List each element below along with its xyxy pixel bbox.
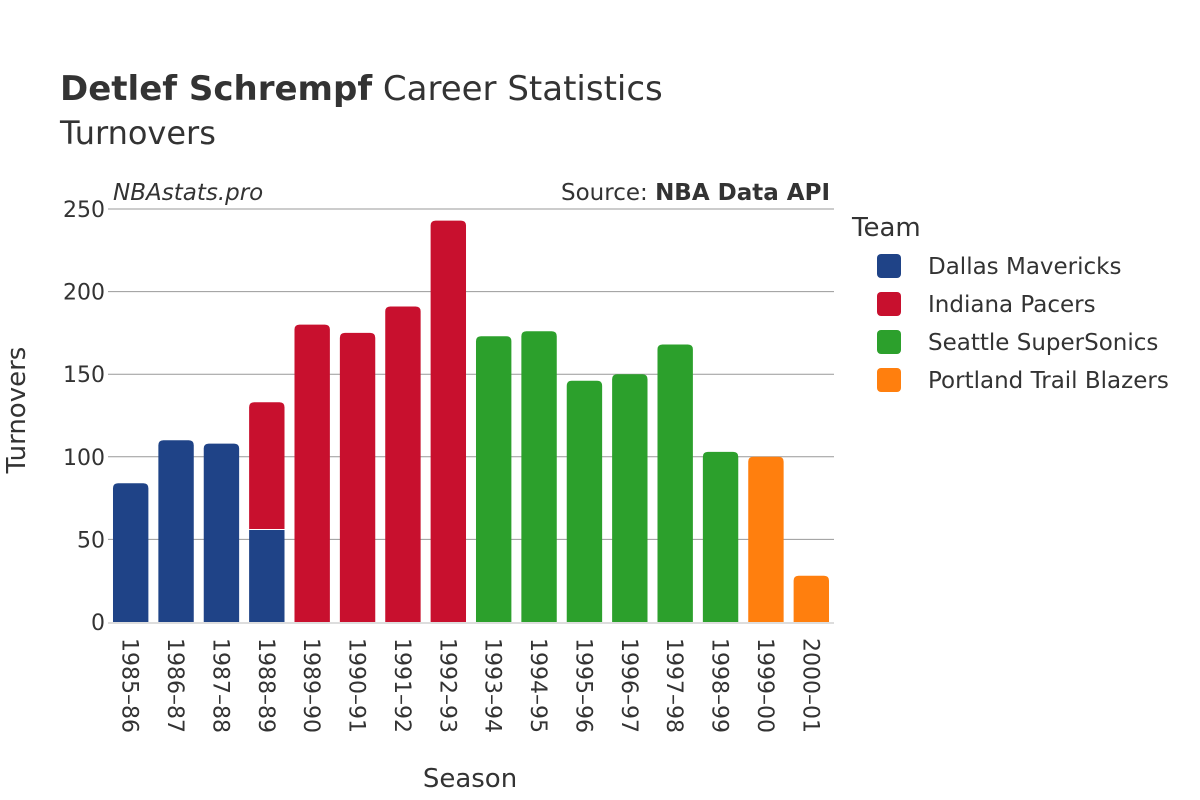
y-tick-label: 0 [91, 611, 105, 636]
x-tick-label: 1999–00 [752, 638, 777, 733]
x-tick-label: 1990–91 [344, 638, 369, 733]
bar-segment[interactable] [249, 402, 285, 530]
y-tick-label: 250 [63, 198, 105, 223]
x-tick-label: 1992–93 [434, 638, 459, 733]
bar-segment[interactable] [249, 529, 285, 622]
bar-segment[interactable] [748, 456, 784, 622]
bar-segment[interactable] [385, 306, 421, 622]
watermark: NBAstats.pro [113, 180, 263, 206]
bar-segment[interactable] [657, 344, 693, 622]
y-tick-label: 50 [77, 528, 105, 553]
y-axis-title: Turnovers [2, 347, 32, 475]
bar-segment[interactable] [612, 374, 648, 622]
x-tick-label: 1986–87 [162, 638, 187, 733]
bar-segment[interactable] [475, 336, 512, 622]
legend-item[interactable]: Portland Trail Blazers [877, 368, 1169, 394]
bar-segment[interactable] [112, 483, 149, 622]
legend-swatch [877, 330, 901, 354]
x-tick-label: 1989–90 [298, 638, 323, 733]
x-tick-label: 1998–99 [707, 638, 732, 733]
y-tick-label: 150 [63, 363, 105, 388]
x-tick-labels: 1985–86 1986–87 1987–88 1988–89 1989–90 1990–… [117, 638, 823, 733]
legend-label: Indiana Pacers [928, 292, 1096, 318]
y-tick-label: 100 [63, 446, 105, 471]
x-tick-label: 1991–92 [389, 638, 414, 733]
bar-segment[interactable] [430, 220, 467, 622]
legend-label: Portland Trail Blazers [928, 368, 1169, 394]
chart-title-rest: Career Statistics [372, 69, 663, 109]
y-tick-label: 200 [63, 281, 105, 306]
bar-segment[interactable] [793, 575, 830, 622]
chart-title-player: Detlef Schrempf [60, 69, 373, 109]
x-tick-label: 1994–95 [525, 638, 550, 733]
bar-segment[interactable] [521, 331, 557, 622]
legend-item[interactable]: Seattle SuperSonics [877, 330, 1158, 356]
x-tick-label: 1996–97 [616, 638, 641, 733]
legend-swatch [877, 254, 901, 278]
y-tick-labels: 0 50 100 150 200 250 [63, 198, 105, 636]
bar-segment[interactable] [294, 324, 330, 622]
bar-segment[interactable] [566, 380, 603, 622]
x-tick-label: 2000–01 [797, 638, 822, 733]
bars [112, 220, 830, 622]
x-tick-label: 1995–96 [570, 638, 595, 733]
legend-label: Dallas Mavericks [928, 254, 1121, 280]
source-prefix: Source: [561, 180, 655, 206]
legend-item[interactable]: Indiana Pacers [877, 292, 1096, 318]
bar-segment[interactable] [158, 440, 194, 622]
legend: Team Dallas Mavericks Indiana Pacers Seatt… [851, 213, 1169, 394]
bar-segment[interactable] [702, 451, 739, 622]
chart-subtitle: Turnovers [59, 114, 216, 152]
x-tick-label: 1987–88 [207, 638, 232, 733]
legend-title: Team [851, 213, 921, 243]
x-axis-title: Season [423, 764, 517, 794]
source-credit: Source: NBA Data API [561, 180, 830, 206]
x-tick-label: 1985–86 [117, 638, 142, 733]
bar-segment[interactable] [339, 332, 376, 622]
chart-title: Detlef Schrempf Career Statistics [60, 69, 663, 109]
legend-swatch [877, 292, 901, 316]
x-tick-label: 1997–98 [661, 638, 686, 733]
x-tick-label: 1993–94 [480, 638, 505, 733]
legend-swatch [877, 368, 901, 392]
source-name: NBA Data API [655, 180, 830, 206]
x-tick-label: 1988–89 [253, 638, 278, 733]
bar-segment[interactable] [203, 443, 240, 622]
legend-label: Seattle SuperSonics [928, 330, 1158, 356]
legend-item[interactable]: Dallas Mavericks [877, 254, 1121, 280]
